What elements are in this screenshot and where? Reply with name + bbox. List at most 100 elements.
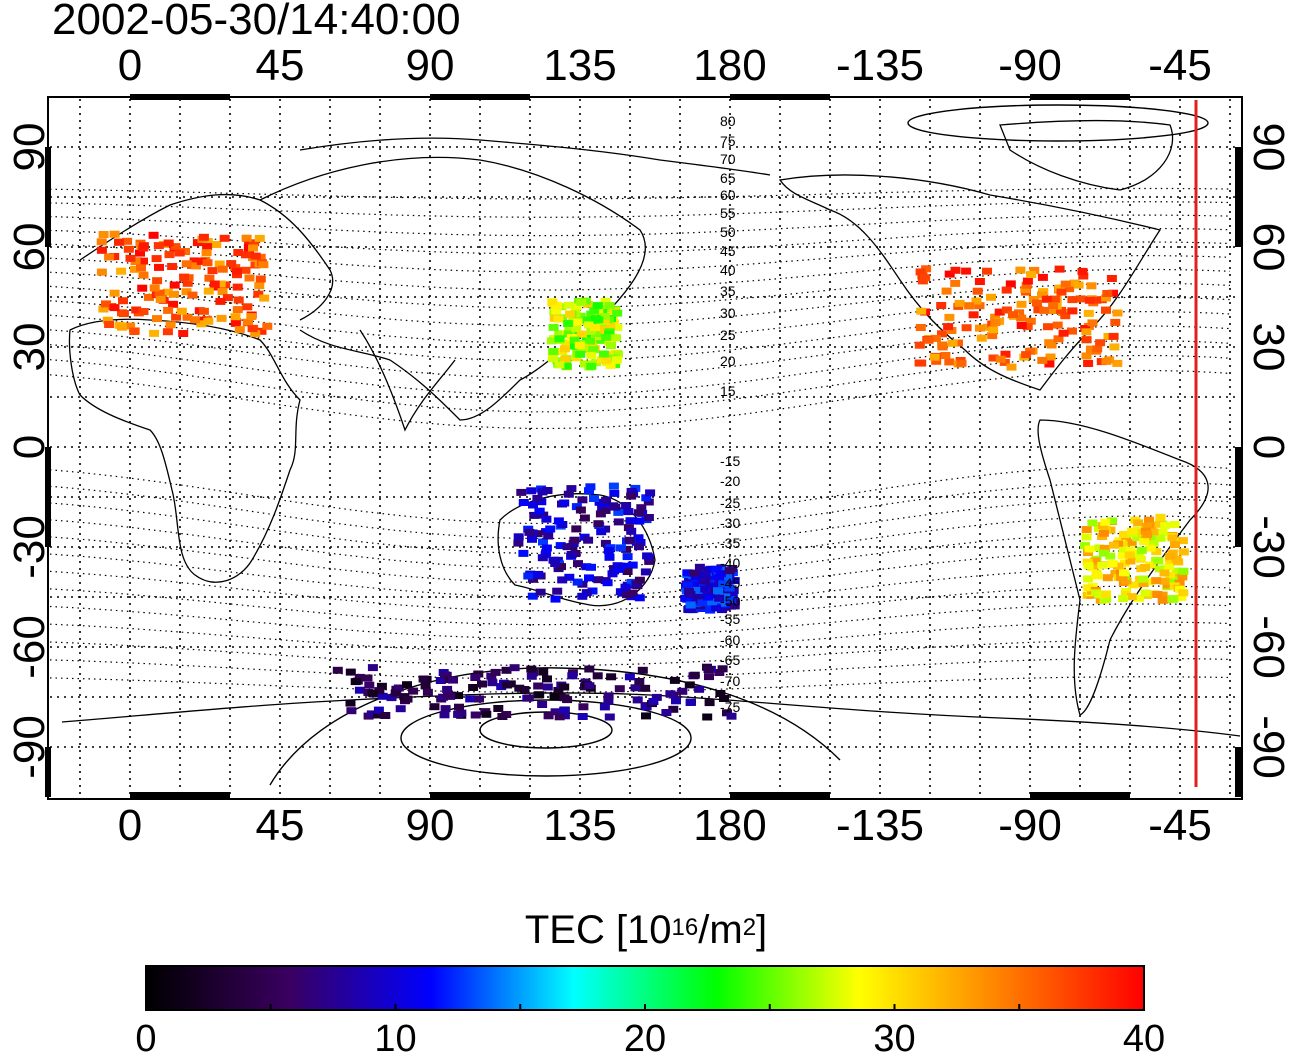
tec-cell bbox=[702, 566, 713, 574]
tec-cell bbox=[1148, 539, 1159, 547]
tec-cell bbox=[374, 687, 385, 695]
tec-cell bbox=[138, 257, 148, 265]
tec-cell bbox=[561, 339, 572, 347]
tec-cell bbox=[234, 326, 245, 334]
tec-cell bbox=[207, 267, 218, 275]
tec-cell bbox=[584, 574, 594, 582]
tec-cell bbox=[1119, 559, 1130, 567]
axis-bar bbox=[730, 792, 830, 798]
tec-cell bbox=[1118, 546, 1129, 554]
tec-cell bbox=[595, 336, 606, 344]
tec-cell bbox=[559, 712, 570, 720]
tec-cell bbox=[1067, 296, 1078, 304]
tec-cell bbox=[711, 604, 722, 612]
contour-label: 65 bbox=[720, 170, 736, 186]
tec-cell bbox=[376, 682, 387, 690]
tec-cell bbox=[1106, 275, 1117, 282]
tec-cell bbox=[526, 672, 537, 680]
tec-cell bbox=[593, 520, 604, 528]
tec-cell bbox=[533, 570, 544, 578]
tec-cell bbox=[490, 668, 501, 676]
axis-bar bbox=[430, 94, 530, 100]
tec-cell bbox=[579, 514, 590, 522]
tec-cell bbox=[1110, 318, 1121, 326]
latitude-tick-label: 60 bbox=[1244, 222, 1292, 272]
tec-cell bbox=[961, 267, 972, 275]
tec-cell bbox=[995, 355, 1006, 363]
tec-cell bbox=[547, 298, 558, 306]
tec-cell bbox=[546, 337, 557, 345]
tec-cell bbox=[538, 538, 548, 546]
tec-cell bbox=[631, 580, 642, 588]
tec-cell bbox=[125, 254, 136, 262]
axis-bar bbox=[45, 447, 51, 547]
tec-cell bbox=[1125, 546, 1136, 554]
tec-cell bbox=[1083, 575, 1093, 583]
tec-cell bbox=[1001, 306, 1012, 314]
tec-cell bbox=[559, 694, 570, 702]
tec-cell bbox=[367, 664, 378, 672]
tec-cell bbox=[622, 562, 632, 570]
coast-antarctica bbox=[61, 692, 1241, 737]
tec-cell bbox=[129, 265, 140, 273]
tec-cell bbox=[599, 325, 610, 333]
axis-bar bbox=[45, 147, 51, 247]
tec-cell bbox=[366, 710, 377, 718]
tec-cell bbox=[1165, 552, 1176, 560]
tec-cell bbox=[163, 239, 174, 247]
tec-cell bbox=[541, 549, 552, 557]
tec-cell bbox=[636, 504, 647, 512]
tec-cell bbox=[599, 703, 610, 711]
tec-cell bbox=[950, 279, 961, 287]
tec-cell bbox=[1153, 557, 1164, 565]
tec-cell bbox=[153, 242, 164, 250]
tec-cell bbox=[1067, 307, 1078, 315]
tec-cell bbox=[362, 674, 373, 682]
axis-bar bbox=[430, 792, 530, 798]
tec-cell bbox=[622, 568, 633, 575]
tec-cell bbox=[259, 294, 270, 302]
tec-cell bbox=[685, 601, 696, 609]
tec-cell bbox=[1037, 356, 1048, 364]
tec-cell bbox=[393, 684, 404, 692]
tec-cell bbox=[644, 557, 655, 565]
tec-cell bbox=[244, 274, 255, 282]
tec-cell bbox=[152, 315, 162, 323]
tec-cell bbox=[577, 713, 588, 720]
contour-line bbox=[49, 464, 1231, 525]
tec-cell bbox=[711, 565, 722, 573]
tec-cell bbox=[98, 305, 109, 313]
tec-cell bbox=[929, 353, 940, 361]
polar-contours bbox=[269, 104, 1209, 786]
tec-cell bbox=[149, 284, 160, 292]
tec-cell bbox=[1126, 538, 1137, 546]
tec-cell bbox=[671, 697, 681, 705]
tec-cell bbox=[201, 249, 212, 257]
tec-cell bbox=[703, 666, 714, 673]
tec-cell bbox=[634, 517, 645, 525]
tec-cell bbox=[1138, 575, 1149, 583]
tec-cell bbox=[1049, 307, 1060, 314]
tec-cell bbox=[587, 587, 598, 595]
tec-cell bbox=[143, 293, 154, 301]
tec-cell bbox=[1033, 306, 1044, 314]
tec-cell bbox=[1134, 553, 1145, 561]
tec-cell bbox=[523, 694, 534, 702]
tec-cell bbox=[543, 712, 554, 720]
tec-cell bbox=[468, 684, 479, 691]
tec-cell bbox=[1083, 360, 1094, 367]
tec-cell bbox=[717, 665, 728, 673]
tec-cell bbox=[256, 327, 267, 335]
tec-cell bbox=[916, 359, 927, 367]
tec-cell bbox=[640, 568, 651, 576]
latitude-tick-label: -90 bbox=[1244, 715, 1292, 779]
tec-cell bbox=[162, 288, 173, 296]
tec-cell bbox=[232, 267, 242, 275]
tec-cell bbox=[493, 705, 504, 712]
tec-cell bbox=[605, 361, 616, 369]
tec-cell bbox=[1124, 551, 1135, 559]
tec-cell bbox=[634, 678, 645, 685]
tec-cell bbox=[600, 312, 610, 320]
tec-cell bbox=[241, 234, 252, 242]
tec-cell bbox=[669, 676, 680, 684]
